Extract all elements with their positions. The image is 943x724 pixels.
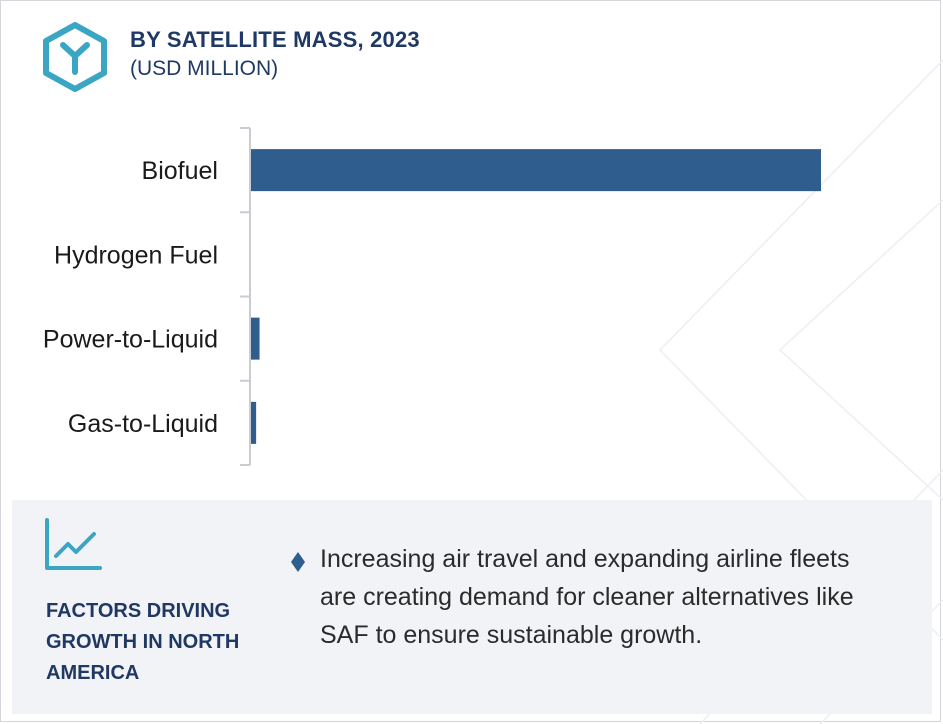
bar-biofuel [251, 149, 821, 192]
category-label: Biofuel [142, 157, 218, 185]
factors-title: FACTORS DRIVING GROWTH IN NORTH AMERICA [46, 600, 240, 684]
hexagon-y-logo-icon [43, 22, 107, 92]
category-label: Power-to-Liquid [43, 326, 218, 354]
chart-subtitle: (USD MILLION) [130, 57, 279, 80]
bar-power-to-liquid [251, 317, 260, 360]
category-label: Gas-to-Liquid [68, 410, 218, 438]
category-label: Hydrogen Fuel [54, 241, 218, 269]
bar-chart: Biofuel Hydrogen Fuel Power-to-Liquid Gas-t… [43, 127, 821, 466]
diamond-bullet-icon [291, 552, 305, 572]
factor-bullet-text: Increasing air travel and expanding airl… [320, 545, 854, 649]
chart-title: BY SATELLITE MASS, 2023 [130, 27, 420, 52]
trend-line-icon [45, 518, 102, 570]
factors-panel: FACTORS DRIVING GROWTH IN NORTH AMERICA … [12, 500, 932, 714]
bar-gas-to-liquid [251, 401, 257, 444]
